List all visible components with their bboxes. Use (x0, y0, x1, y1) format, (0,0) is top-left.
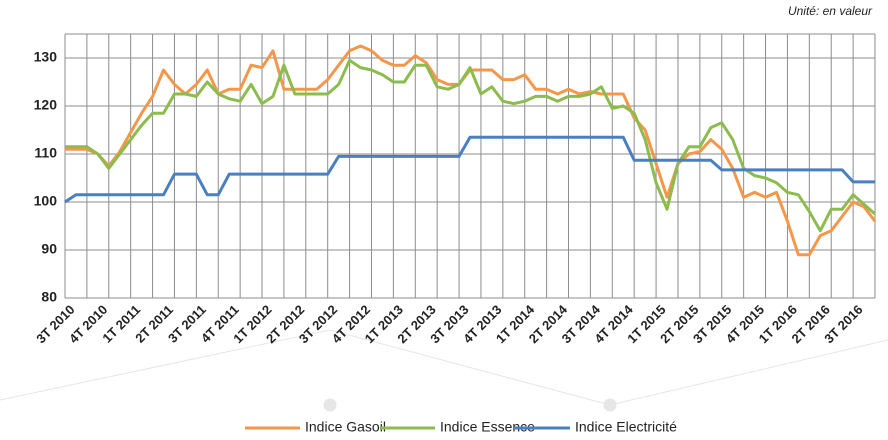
y-tick-label: 100 (34, 193, 58, 209)
y-tick-label: 110 (34, 145, 57, 161)
legend-label: Indice Electricité (575, 419, 677, 435)
background-decoration (0, 329, 888, 412)
series-line (65, 44, 877, 257)
y-tick-label: 120 (34, 97, 58, 113)
series-line (64, 135, 875, 204)
legend-label: Indice Essence (440, 419, 535, 435)
y-tick-label: 90 (41, 241, 57, 257)
y-tick-label: 80 (41, 289, 57, 305)
legend-label: Indice Gasoil (305, 419, 386, 435)
unit-note: Unité: en valeur (788, 4, 873, 18)
y-tick-label: 130 (34, 49, 58, 65)
series-line (65, 58, 876, 233)
